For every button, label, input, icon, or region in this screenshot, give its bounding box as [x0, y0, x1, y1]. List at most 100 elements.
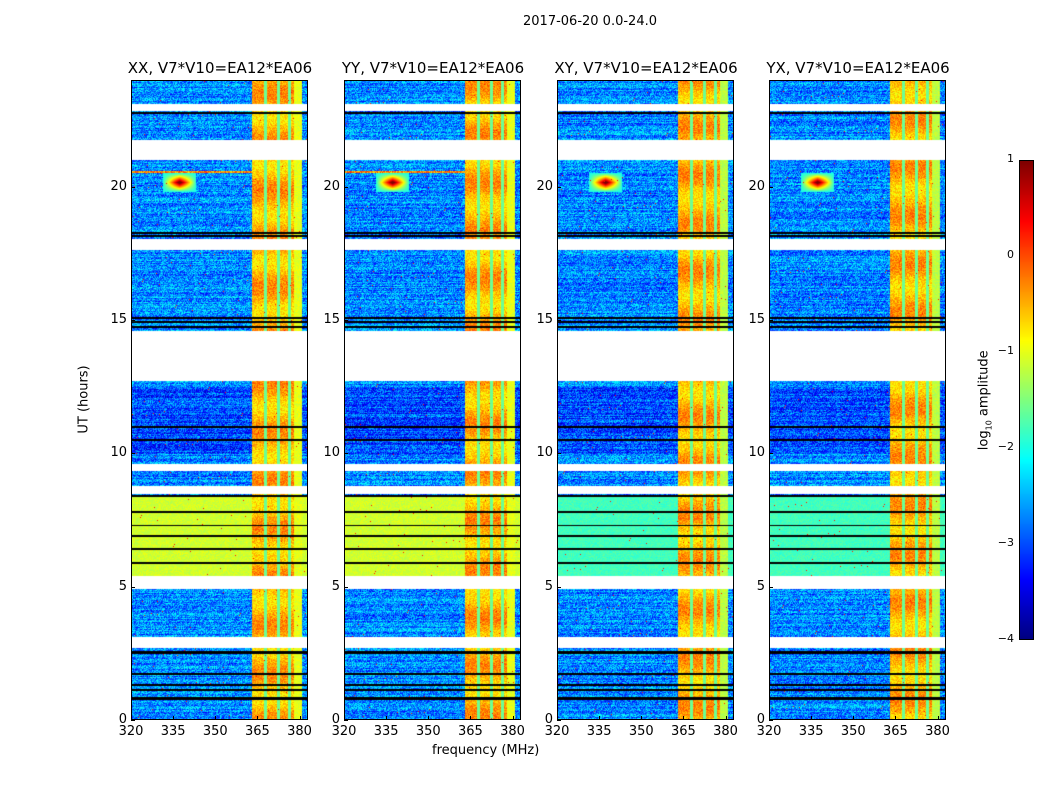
y-tick-mark: [769, 453, 773, 455]
y-tick-mark: [769, 720, 773, 721]
x-tick-label: 335: [586, 724, 612, 739]
x-tick-mark: [725, 716, 727, 720]
x-tick-label: 320: [756, 724, 782, 739]
x-tick-label: 365: [458, 724, 483, 739]
x-tick-label: 350: [628, 724, 654, 739]
y-tick-label: 15: [748, 312, 765, 327]
y-tick-label: 10: [323, 445, 340, 461]
x-tick-mark: [512, 716, 514, 720]
y-tick-label: 20: [748, 178, 765, 194]
x-tick-mark: [895, 716, 897, 720]
y-tick-mark: [344, 586, 348, 588]
x-tick-label: 320: [331, 724, 357, 739]
y-tick-mark: [131, 186, 135, 188]
x-tick-label: 380: [287, 724, 312, 739]
y-tick-label: 5: [118, 578, 127, 594]
y-tick-mark: [557, 720, 561, 721]
colorbar-label-sub: 10: [984, 420, 994, 431]
x-axis-label: frequency (MHz): [432, 743, 540, 758]
x-tick-mark: [257, 716, 259, 720]
y-tick-mark: [557, 186, 561, 188]
x-tick-label: 335: [160, 724, 186, 739]
y-tick-label: 10: [536, 445, 553, 461]
colorbar-tick-label: −3: [997, 536, 1014, 549]
x-tick-label: 380: [500, 724, 525, 739]
heatmap-panel: [557, 80, 734, 720]
y-tick-mark: [344, 186, 348, 188]
panel-title: YX, V7*V10=EA12*EA06: [766, 59, 950, 77]
x-tick-label: 365: [671, 724, 696, 739]
y-tick-label: 0: [756, 712, 765, 727]
x-tick-mark: [557, 716, 558, 720]
y-tick-mark: [344, 320, 348, 321]
x-tick-label: 380: [713, 724, 738, 739]
colorbar-tick-label: −4: [997, 632, 1014, 645]
heatmap-image: [345, 81, 520, 719]
x-tick-mark: [428, 716, 430, 720]
y-tick-mark: [131, 586, 135, 588]
x-tick-label: 350: [202, 724, 228, 739]
x-tick-mark: [173, 716, 175, 720]
y-tick-mark: [769, 586, 773, 588]
x-tick-mark: [386, 716, 388, 720]
x-tick-mark: [470, 716, 472, 720]
figure-title: 2017-06-20 0.0-24.0: [523, 14, 657, 29]
y-tick-label: 0: [544, 712, 553, 727]
y-tick-label: 15: [323, 312, 340, 327]
y-tick-label: 5: [331, 578, 340, 594]
x-tick-mark: [641, 716, 643, 720]
y-tick-mark: [131, 720, 135, 721]
x-tick-mark: [131, 716, 132, 720]
heatmap-panel: [131, 80, 308, 720]
x-tick-mark: [811, 716, 813, 720]
y-tick-label: 5: [544, 578, 553, 594]
y-tick-label: 10: [110, 445, 127, 461]
y-tick-mark: [769, 320, 773, 321]
colorbar-tick-label: −1: [997, 344, 1014, 357]
x-tick-label: 380: [925, 724, 950, 739]
y-tick-label: 20: [110, 178, 127, 194]
x-tick-label: 320: [118, 724, 144, 739]
heatmap-image: [132, 81, 307, 719]
colorbar-tick-label: 1: [1007, 152, 1014, 165]
x-tick-label: 365: [883, 724, 908, 739]
x-tick-mark: [599, 716, 601, 720]
x-tick-label: 365: [245, 724, 270, 739]
x-tick-mark: [299, 716, 301, 720]
panel-title: XX, V7*V10=EA12*EA06: [127, 59, 313, 77]
panel-title: XY, V7*V10=EA12*EA06: [554, 59, 738, 77]
panel-title: YY, V7*V10=EA12*EA06: [341, 59, 525, 77]
heatmap-panel: [344, 80, 521, 720]
y-tick-mark: [557, 586, 561, 588]
y-tick-label: 5: [756, 578, 765, 594]
y-tick-label: 15: [110, 312, 127, 327]
y-tick-mark: [344, 453, 348, 455]
y-tick-mark: [557, 453, 561, 455]
y-tick-label: 20: [323, 178, 340, 194]
y-tick-mark: [769, 186, 773, 188]
x-tick-mark: [683, 716, 685, 720]
heatmap-image: [558, 81, 733, 719]
heatmap-image: [770, 81, 945, 719]
x-tick-mark: [769, 716, 770, 720]
colorbar-label-tail: amplitude: [976, 350, 992, 421]
y-tick-label: 20: [536, 178, 553, 194]
y-tick-label: 0: [118, 712, 127, 727]
x-tick-mark: [937, 716, 939, 720]
y-tick-label: 0: [331, 712, 340, 727]
y-tick-mark: [557, 320, 561, 321]
y-axis-label: UT (hours): [76, 365, 92, 434]
colorbar-tick-label: 0: [1007, 248, 1014, 261]
y-tick-label: 15: [536, 312, 553, 327]
x-tick-label: 320: [544, 724, 570, 739]
x-tick-label: 350: [415, 724, 441, 739]
y-tick-label: 10: [748, 445, 765, 461]
x-tick-label: 335: [373, 724, 399, 739]
x-tick-mark: [215, 716, 217, 720]
x-tick-label: 335: [798, 724, 824, 739]
colorbar-tick-label: −2: [997, 440, 1014, 453]
colorbar: [1019, 160, 1034, 640]
y-tick-mark: [131, 320, 135, 321]
y-tick-mark: [344, 720, 348, 721]
